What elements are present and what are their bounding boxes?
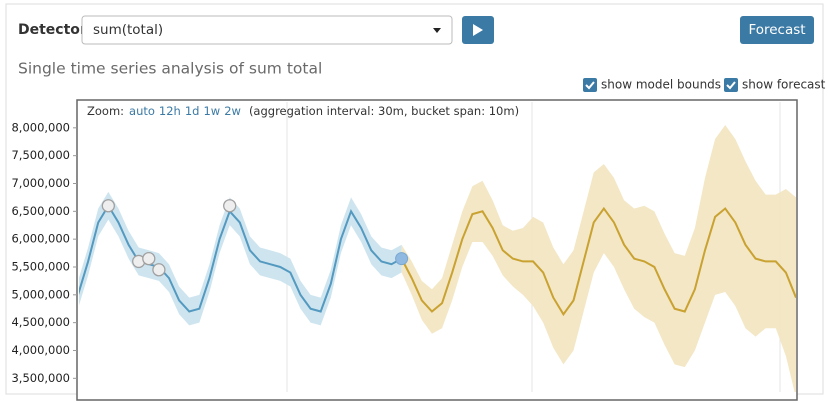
anomaly-marker[interactable] [142,251,156,266]
y-tick-label: 7,500,000 [11,148,70,162]
play-icon [473,24,483,36]
y-tick-label: 5,000,000 [11,287,70,301]
checkmark [726,81,736,90]
model-bounds [401,125,796,392]
checkbox[interactable] [724,78,738,92]
y-tick-label: 6,500,000 [11,204,70,218]
detector-label: Detector: [18,22,92,38]
forecast-button[interactable] [740,16,814,44]
zoom-option[interactable]: auto [129,104,155,118]
detector-select[interactable] [81,15,453,45]
series-line [79,203,403,313]
zoom-label: Zoom: [87,104,124,118]
zoom-bar: Zoom: auto 12h 1d 1w 2w (aggregation interval:… [87,104,519,118]
anomaly-marker[interactable] [152,263,166,277]
forecast-button-label[interactable]: Forecast [748,22,805,38]
series-line [400,206,796,317]
anomaly-marker[interactable] [101,199,115,213]
checkmark [585,81,595,90]
detector-value[interactable]: sum(total) [93,22,163,38]
y-tick-label: 4,000,000 [11,343,70,357]
plot [79,125,796,392]
y-tick-label: 7,000,000 [11,176,70,190]
zoom-info: (aggregation interval: 30m, bucket span:… [249,104,519,118]
y-tick-label: 6,000,000 [11,232,70,246]
zoom-option[interactable]: 12h [159,104,181,118]
checkbox-label[interactable]: show forecast [742,78,826,92]
y-tick-label: 4,500,000 [11,315,70,329]
zoom-option[interactable]: 1w [203,104,220,118]
checkbox[interactable] [583,78,597,92]
y-tick-label: 3,500,000 [11,371,70,385]
zoom-option[interactable]: 2w [224,104,241,118]
y-tick-label: 8,000,000 [11,120,70,134]
select-caret [433,28,441,33]
checkbox-label[interactable]: show model bounds [601,78,721,92]
subtitle: Single time series analysis of sum total [18,60,322,78]
zoom-option[interactable]: 1d [185,104,200,118]
current-point [395,252,409,266]
y-tick-label: 5,500,000 [11,259,70,273]
anomaly-marker[interactable] [223,199,237,213]
